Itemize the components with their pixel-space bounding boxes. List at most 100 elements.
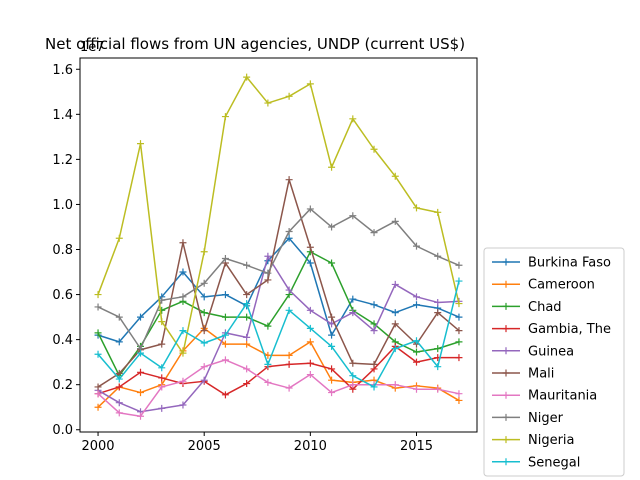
series-line — [97, 76, 460, 354]
legend-item: Mali — [492, 367, 554, 382]
data-point — [243, 333, 251, 341]
data-point — [455, 300, 463, 308]
data-point — [391, 217, 399, 225]
data-point — [115, 234, 123, 242]
data-point — [158, 374, 166, 382]
data-point — [455, 396, 463, 404]
data-point — [158, 318, 166, 326]
data-point — [412, 337, 420, 345]
data-point — [137, 389, 145, 397]
legend-item: Cameroon — [492, 278, 595, 293]
series-9 — [94, 277, 463, 391]
data-point — [264, 252, 272, 260]
data-point — [306, 338, 314, 346]
y-tick-label: 0.2 — [52, 378, 73, 393]
series-line — [97, 237, 460, 343]
data-point — [412, 204, 420, 212]
data-point — [179, 327, 187, 335]
data-point — [391, 280, 399, 288]
y-tick-label: 1.4 — [52, 108, 73, 123]
y-tick-label: 0.0 — [52, 423, 73, 438]
legend-label: Guinea — [528, 344, 574, 359]
y-tick-label: 0.4 — [52, 333, 73, 348]
data-point — [285, 351, 293, 359]
data-point — [94, 403, 102, 411]
series-line — [97, 255, 459, 413]
y-tick-label: 1.6 — [52, 63, 73, 78]
data-point — [306, 359, 314, 367]
series-8 — [94, 73, 463, 357]
data-point — [455, 277, 463, 285]
data-point — [328, 223, 336, 231]
y-tick-label: 1.0 — [52, 198, 73, 213]
data-point — [137, 140, 145, 148]
legend-label: Senegal — [528, 455, 580, 470]
data-point — [349, 309, 357, 317]
x-tick-label: 2010 — [294, 439, 327, 454]
data-point — [455, 390, 463, 398]
data-point — [264, 378, 272, 386]
data-point — [115, 338, 123, 346]
data-point — [328, 331, 336, 339]
series-1 — [94, 324, 463, 411]
data-point — [264, 351, 272, 359]
data-point — [221, 313, 229, 321]
data-point — [179, 349, 187, 357]
legend-item: Nigeria — [492, 433, 575, 448]
data-point — [94, 291, 102, 299]
data-point — [306, 243, 314, 251]
data-point — [306, 259, 314, 267]
legend-item: Niger — [492, 411, 564, 426]
data-point — [328, 389, 336, 397]
data-point — [434, 252, 442, 260]
series-layer — [94, 73, 463, 420]
data-point — [455, 354, 463, 362]
series-line — [97, 345, 459, 396]
data-point — [285, 286, 293, 294]
data-point — [349, 372, 357, 380]
series-line — [97, 178, 460, 388]
legend-item: Senegal — [492, 455, 580, 470]
data-point — [391, 381, 399, 389]
data-point — [243, 291, 251, 299]
legend-label: Chad — [528, 300, 562, 315]
data-point — [434, 298, 442, 306]
data-point — [455, 261, 463, 269]
data-point — [349, 359, 357, 367]
data-point — [200, 248, 208, 256]
data-point — [243, 261, 251, 269]
legend-item: Mauritania — [492, 389, 597, 404]
series-line — [97, 208, 460, 350]
data-point — [434, 208, 442, 216]
data-point — [221, 340, 229, 348]
legend-swatch-marker — [502, 280, 510, 288]
legend-swatch-marker — [502, 302, 510, 310]
data-point — [158, 306, 166, 314]
data-point — [115, 375, 123, 383]
data-point — [412, 348, 420, 356]
data-point — [455, 327, 463, 335]
data-point — [306, 205, 314, 213]
series-7 — [94, 205, 463, 353]
data-point — [434, 309, 442, 317]
data-point — [391, 320, 399, 328]
data-point — [200, 327, 208, 335]
data-point — [243, 365, 251, 373]
data-point — [94, 329, 102, 337]
legend-swatch-marker — [502, 369, 510, 377]
data-point — [221, 291, 229, 299]
data-point — [200, 293, 208, 301]
series-6 — [94, 356, 463, 420]
data-point — [285, 360, 293, 368]
chart-title: Net official flows from UN agencies, UND… — [45, 35, 465, 53]
data-point — [115, 409, 123, 417]
data-point — [434, 385, 442, 393]
data-point — [221, 331, 229, 339]
legend-item: Guinea — [492, 344, 574, 359]
data-point — [349, 295, 357, 303]
data-point — [179, 377, 187, 385]
data-point — [306, 371, 314, 379]
y-tick-label: 0.8 — [52, 243, 73, 258]
data-point — [285, 384, 293, 392]
data-point — [391, 309, 399, 317]
